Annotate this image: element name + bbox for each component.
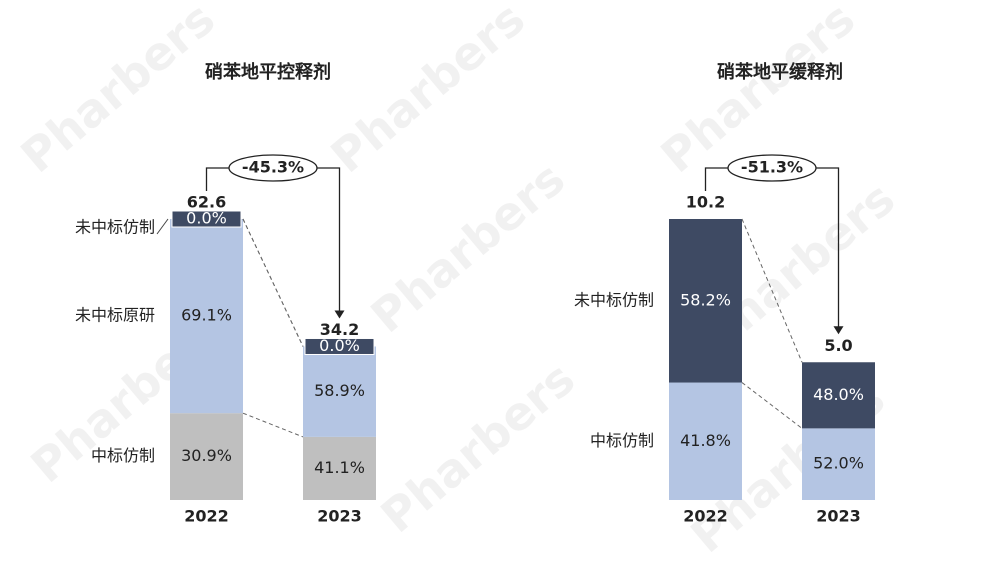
- bar-segment: [802, 428, 875, 500]
- series-label: 未中标仿制: [574, 290, 654, 309]
- leader: [156, 218, 169, 235]
- connector: [242, 412, 304, 438]
- series-label: 中标仿制: [91, 446, 155, 465]
- value-label: 30.9%: [181, 446, 232, 465]
- bar-segment: [303, 346, 376, 437]
- watermark: Pharbers: [321, 0, 535, 183]
- watermark: Pharbers: [361, 151, 575, 343]
- x-tick-label: 2023: [816, 507, 861, 526]
- connector: [741, 382, 803, 429]
- total-label: 10.2: [686, 193, 725, 212]
- arrow-head: [334, 310, 345, 319]
- series-label: 中标仿制: [590, 431, 654, 450]
- value-label: 0.0%: [319, 336, 360, 355]
- total-label: 34.2: [320, 320, 359, 339]
- series-label: 未中标仿制: [75, 218, 155, 237]
- value-label: 48.0%: [813, 385, 864, 404]
- watermark: Pharbers: [371, 351, 585, 543]
- arrow-head: [833, 326, 844, 335]
- change-bubble: [727, 154, 817, 182]
- x-tick-label: 2022: [184, 507, 229, 526]
- value-label: 69.1%: [181, 306, 232, 325]
- bar-segment: [170, 219, 243, 414]
- total-label: 62.6: [187, 193, 226, 212]
- value-label: 58.2%: [680, 290, 731, 309]
- change-label: -45.3%: [242, 158, 304, 177]
- label-box: [171, 210, 242, 228]
- watermark: Pharbers: [11, 0, 225, 183]
- value-label: 52.0%: [813, 454, 864, 473]
- connector: [242, 218, 304, 347]
- chart-title: 硝苯地平控释剂: [205, 61, 331, 83]
- total-label: 5.0: [824, 336, 852, 355]
- change-label: -51.3%: [741, 158, 803, 177]
- bar-segment: [303, 436, 376, 500]
- label-box: [304, 337, 375, 355]
- value-label: 41.1%: [314, 458, 365, 477]
- bar-segment: [802, 362, 875, 429]
- value-label: 41.8%: [680, 431, 731, 450]
- chart-title: 硝苯地平缓释剂: [717, 61, 843, 83]
- series-label: 未中标原研: [75, 306, 155, 325]
- value-label: 58.9%: [314, 381, 365, 400]
- bar-segment: [669, 382, 742, 500]
- x-tick-label: 2022: [683, 507, 728, 526]
- connector: [741, 218, 803, 363]
- bar-segment: [170, 413, 243, 500]
- x-tick-label: 2023: [317, 507, 362, 526]
- change-bubble: [228, 154, 318, 182]
- bar-segment: [669, 219, 742, 383]
- value-label: 0.0%: [186, 209, 227, 228]
